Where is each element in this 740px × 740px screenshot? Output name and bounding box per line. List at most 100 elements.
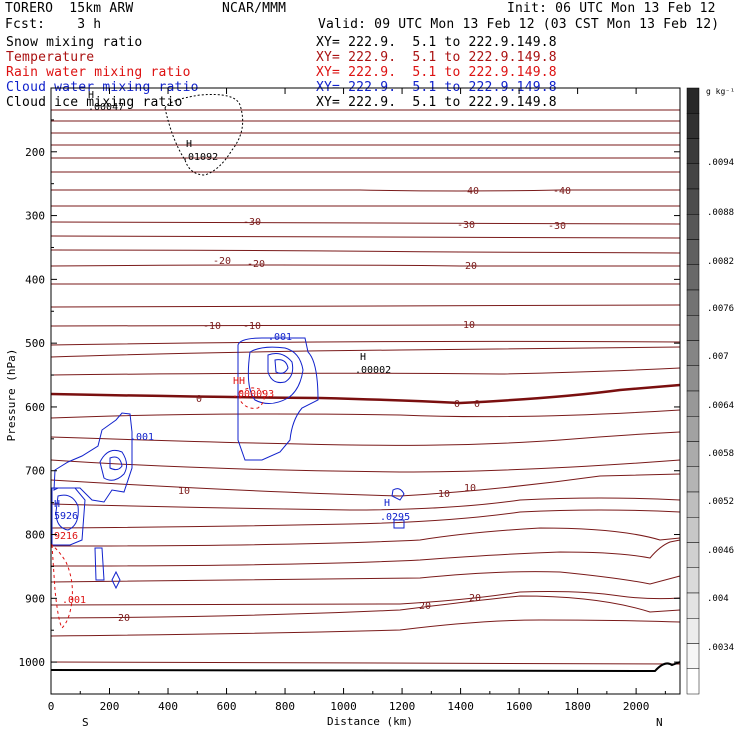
colorbar-swatch	[686, 466, 700, 493]
colorbar-swatch	[686, 163, 700, 190]
isotherm-label: -20	[247, 259, 265, 270]
colorbar-swatch	[686, 592, 700, 619]
isotherm-labels: -40 -40 -30 -30 -30 -20 -20 -20 -10 -10 -10 0 0 0 10 10…	[118, 186, 571, 624]
center-title: NCAR/MMM	[222, 1, 287, 16]
legend-temperature: Temperature	[6, 50, 95, 65]
colorbar-swatch	[686, 517, 700, 543]
extremum-value: .01092	[182, 152, 218, 163]
y-tick-label: 600	[25, 401, 45, 414]
legend-snow: Snow mixing ratio	[6, 35, 143, 50]
valid-time: Valid: 09 UTC Mon 13 Feb 12 (03 CST Mon …	[318, 17, 720, 32]
x-tick-label: 1800	[564, 700, 591, 713]
colorbar-level-label: .0034	[707, 643, 734, 653]
cloud-water-contour	[237, 337, 319, 461]
isotherm-label: 10	[438, 489, 450, 500]
cloud-water-contour	[247, 346, 304, 404]
colorbar-swatch	[686, 567, 700, 594]
colorbar-swatch	[686, 138, 700, 164]
isotherm-label: 20	[419, 601, 431, 612]
colorbar-swatch	[686, 315, 700, 341]
colorbar-swatch	[686, 239, 700, 265]
colorbar-swatch	[686, 491, 700, 518]
isotherm-label: -10	[243, 321, 261, 332]
cloud-water-contour	[393, 519, 405, 529]
rain-water-contour	[239, 387, 265, 409]
isotherm-label: 20	[469, 593, 481, 604]
cloud-water-contour	[94, 547, 105, 581]
contour-value-label: .001	[62, 595, 86, 606]
isotherm	[50, 221, 681, 225]
legend-snow-xy: XY= 222.9. 5.1 to 222.9.149.8	[316, 35, 557, 50]
colorbar: .0094 .0088 .0082 .0076 .007 .0064 .0058 .0052.…	[686, 87, 734, 695]
terrain-line	[50, 661, 681, 673]
isotherm-label: -30	[457, 220, 475, 231]
extremum-value: .000093	[232, 389, 274, 400]
colorbar-swatch	[686, 289, 700, 316]
colorbar-swatch	[686, 390, 700, 417]
cloud-water-contour	[267, 353, 294, 383]
x-tick-label: 1600	[506, 700, 533, 713]
colorbar-swatch	[686, 264, 700, 291]
isotherm	[50, 346, 681, 358]
extremum-value: .00047	[88, 102, 124, 113]
isotherm-label: 0	[196, 394, 202, 405]
colorbar-level-label: .0046	[707, 546, 734, 556]
extremum-marker: H	[88, 90, 94, 101]
extremum-marker: H	[186, 139, 192, 150]
y-tick-label: 400	[25, 273, 45, 286]
contour-value-label: .001	[130, 432, 154, 443]
cloud-water-contour	[53, 412, 133, 503]
north-label: N	[656, 716, 663, 729]
south-label: S	[82, 716, 89, 729]
forecast-hour: Fcst: 3 h	[5, 17, 102, 32]
isotherm	[50, 497, 681, 511]
isotherm-label: 0	[474, 399, 480, 410]
isotherm-label: 10	[464, 483, 476, 494]
colorbar-swatch	[686, 643, 700, 669]
y-tick-label: 1000	[19, 656, 46, 669]
cloud-water-contour	[99, 449, 128, 481]
colorbar-level-label: .0052	[707, 497, 734, 507]
colorbar-swatch	[686, 365, 700, 392]
isotherm	[50, 595, 681, 619]
colorbar-swatch	[686, 113, 700, 139]
freezing-isotherm	[50, 383, 681, 405]
cloud-ice-contours	[164, 94, 244, 176]
colorbar-level-label: .007	[707, 352, 729, 362]
legend-cloud-ice-xy: XY= 222.9. 5.1 to 222.9.149.8	[316, 95, 557, 110]
isotherm-label: 20	[118, 613, 130, 624]
y-tick-label: 500	[25, 337, 45, 350]
isotherm	[50, 571, 681, 585]
rain-water-contour	[51, 543, 73, 629]
isotherm	[50, 235, 681, 239]
extrema-labels: H.00047H.01092H.00002HH.000093H.0295H592…	[54, 90, 410, 606]
y-tick-label: 800	[25, 529, 45, 542]
isotherm	[50, 409, 681, 419]
isotherm	[50, 527, 681, 547]
colorbar-level-label: .0058	[707, 449, 734, 459]
colorbar-swatch	[686, 618, 700, 644]
isotherm-label: -30	[548, 221, 566, 232]
isotherm	[50, 591, 681, 606]
plot-frame	[50, 87, 681, 695]
extremum-value: 9216	[54, 531, 78, 542]
isotherm	[51, 189, 680, 192]
cloud-water-contour	[55, 494, 79, 531]
extremum-marker: H	[384, 498, 390, 509]
legend-rain: Rain water mixing ratio	[6, 65, 191, 80]
isotherm	[50, 340, 681, 346]
colorbar-swatch	[686, 340, 700, 366]
extremum-value: .00002	[355, 365, 391, 376]
cloud-water-contour	[111, 570, 121, 590]
isotherm	[50, 264, 680, 267]
isotherm	[50, 509, 681, 529]
isotherm-label: 0	[454, 399, 460, 410]
x-axis-label: Distance (km)	[327, 715, 413, 728]
colorbar-level-label: .0076	[707, 304, 734, 314]
colorbar-level-label: .0094	[707, 158, 734, 168]
colorbar-swatch	[686, 87, 700, 114]
colorbar-level-label: .0082	[707, 257, 734, 267]
legend-rain-xy: XY= 222.9. 5.1 to 222.9.149.8	[316, 65, 557, 80]
colorbar-swatch	[686, 416, 700, 442]
